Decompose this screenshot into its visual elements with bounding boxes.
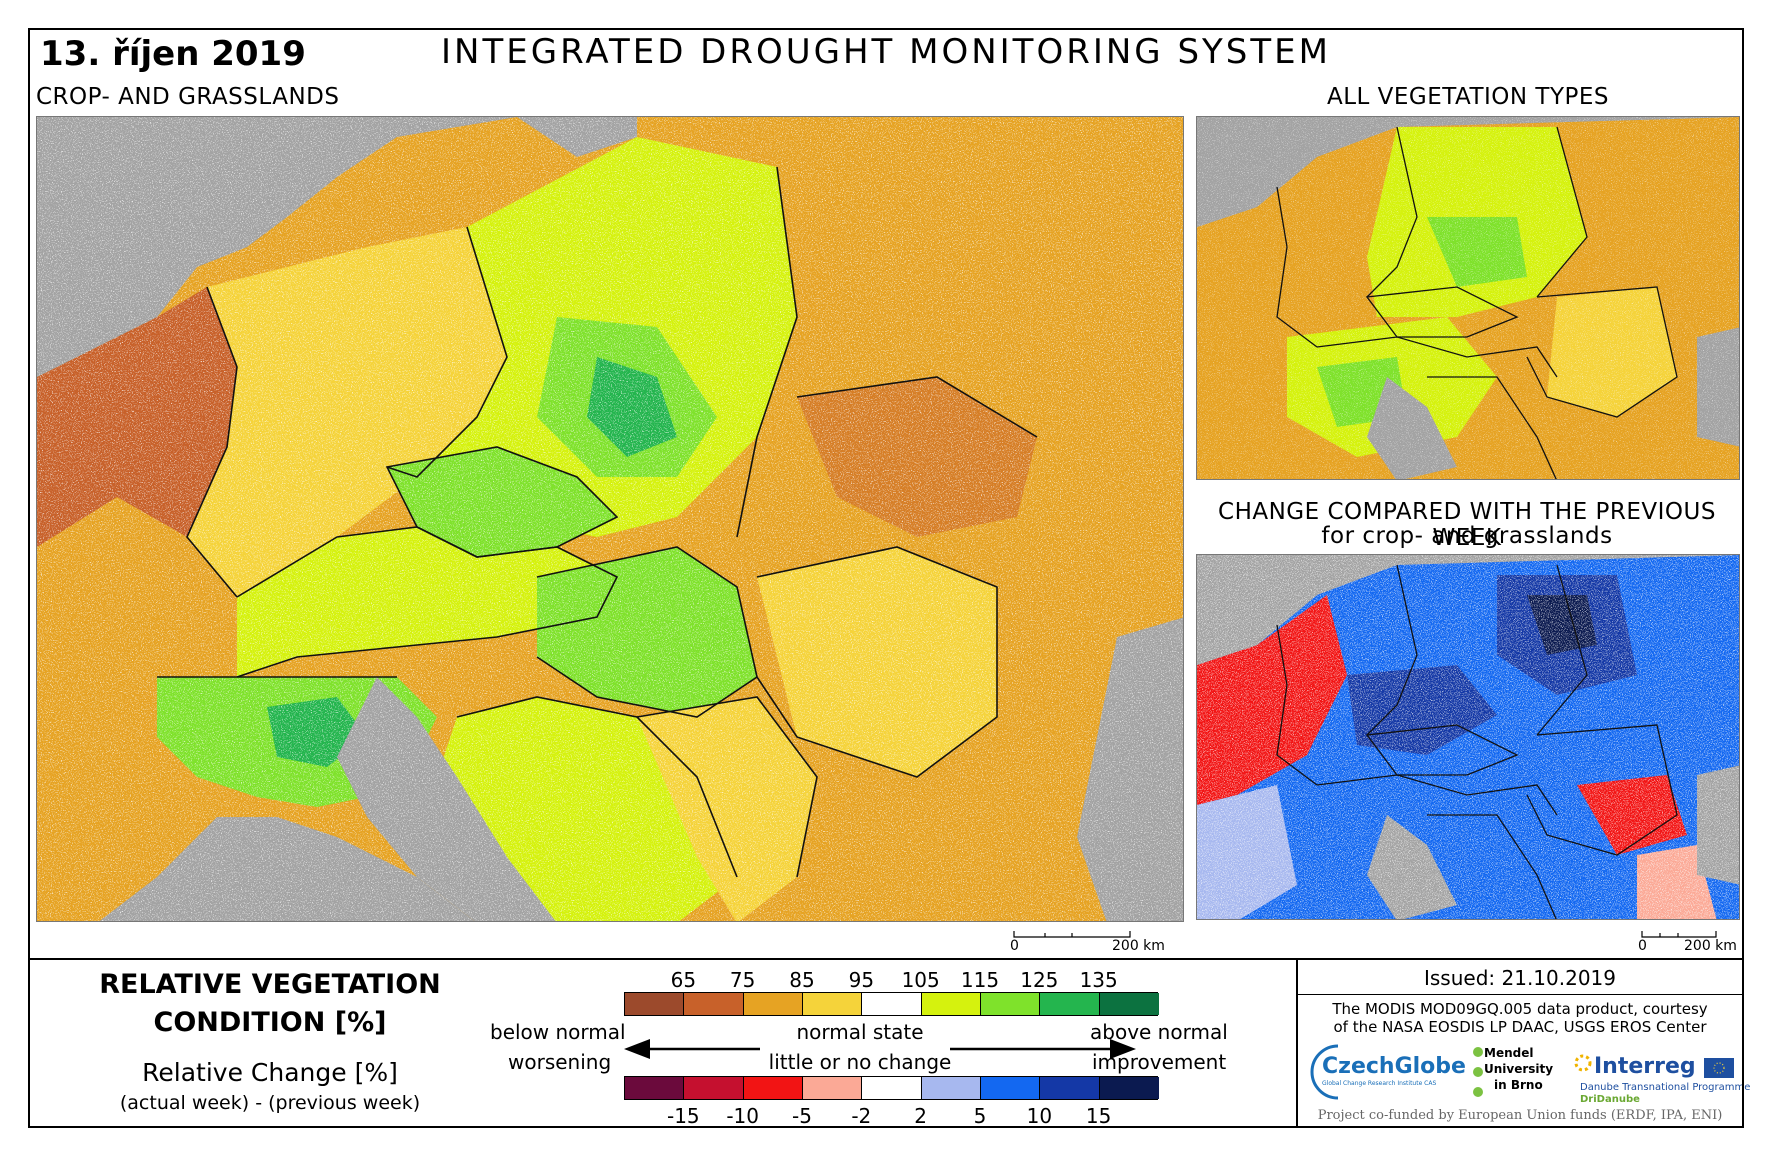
page-title: INTEGRATED DROUGHT MONITORING SYSTEM — [441, 32, 1331, 72]
legend-swatch — [684, 993, 744, 1015]
legend-tick-label: 65 — [670, 968, 697, 992]
small-scalebar-svg — [1641, 931, 1717, 938]
legend-swatch — [803, 1077, 863, 1099]
legend-tick-label: 125 — [1020, 968, 1059, 992]
legend-swatch — [625, 993, 685, 1015]
main-vegetation-map — [36, 116, 1184, 922]
legend-swatch — [803, 993, 863, 1015]
mendel-line1: Mendel — [1484, 1046, 1534, 1060]
cofunded-note: Project co-funded by European Union fund… — [1317, 1108, 1723, 1123]
legend-swatch — [862, 1077, 922, 1099]
issued-date: Issued: 21.10.2019 — [1423, 966, 1617, 990]
interreg-text: Interreg — [1594, 1054, 1696, 1079]
change-map-sublabel: for crop- and grasslands — [1321, 523, 1613, 549]
interreg-subtext: Danube Transnational Programme — [1580, 1082, 1751, 1093]
all-vegetation-map — [1196, 116, 1740, 480]
condition-colorbar — [624, 992, 1159, 1016]
legend-swatch — [743, 1077, 803, 1099]
main-scale-km: 200 km — [1112, 938, 1165, 954]
left-arrow-head — [624, 1039, 650, 1059]
change-map-svg — [1197, 555, 1739, 919]
legend-swatch — [684, 1077, 744, 1099]
legend-swatch — [1040, 1077, 1100, 1099]
worsening-label: worsening — [508, 1050, 612, 1074]
main-map-label: CROP- AND GRASSLANDS — [36, 84, 340, 110]
legend-swatch — [1099, 1077, 1159, 1099]
legend-tick-label: 95 — [848, 968, 875, 992]
small-scale-zero: 0 — [1638, 938, 1647, 954]
legend-swatch — [981, 1077, 1041, 1099]
legend-arrows — [624, 1039, 1136, 1059]
change-colorbar — [624, 1076, 1159, 1100]
right-arrow-head — [1110, 1039, 1136, 1059]
legend-title-line1: RELATIVE VEGETATION — [99, 969, 441, 1000]
relative-change-sublabel: (actual week) - (previous week) — [119, 1092, 421, 1114]
panel-divider-vertical — [1296, 960, 1298, 1126]
small-scalebar — [1638, 928, 1738, 942]
all-veg-label: ALL VEGETATION TYPES — [1326, 84, 1610, 110]
change-map — [1196, 554, 1740, 920]
change-map-label: CHANGE COMPARED WITH THE PREVIOUS WEEK — [1218, 499, 1716, 551]
dridanube-text: DriDanube — [1580, 1094, 1640, 1105]
legend-tick-label: 135 — [1079, 968, 1118, 992]
outer-frame — [28, 28, 1744, 1128]
legend-title-line2: CONDITION [%] — [153, 1007, 387, 1038]
main-scalebar-svg — [1013, 931, 1131, 938]
main-map-svg — [37, 117, 1183, 921]
legend-tick-label: 15 — [1085, 1104, 1112, 1128]
small-scale-km: 200 km — [1684, 938, 1737, 954]
below-normal-label: below normal — [490, 1020, 626, 1044]
little-change-label: little or no change — [768, 1050, 952, 1074]
credit-line2: of the NASA EOSDIS LP DAAC, USGS EROS Ce… — [1333, 1018, 1707, 1036]
credit-line1: The MODIS MOD09GQ.005 data product, cour… — [1332, 1000, 1708, 1018]
legend-tick-label: 2 — [914, 1104, 928, 1128]
mendel-line3: in Brno — [1494, 1078, 1543, 1092]
normal-state-label: normal state — [796, 1020, 924, 1044]
czechglobe-subtext: Global Change Research Institute CAS — [1322, 1080, 1437, 1087]
legend-swatch — [1099, 993, 1159, 1015]
legend-swatch — [981, 993, 1041, 1015]
eu-flag-icon — [1704, 1058, 1734, 1078]
legend-swatch — [921, 1077, 981, 1099]
legend-tick-label: 10 — [1026, 1104, 1053, 1128]
legend-tick-label: 105 — [901, 968, 940, 992]
footer-divider — [1298, 994, 1742, 995]
legend-swatch — [625, 1077, 685, 1099]
report-date: 13. říjen 2019 — [40, 34, 306, 74]
legend-swatch — [743, 993, 803, 1015]
legend-tick-label: -10 — [726, 1104, 759, 1128]
condition-tick-labels: 65 75 85 95 105 115 125 135 — [624, 968, 1158, 992]
legend-tick-label: 75 — [729, 968, 756, 992]
all-veg-map-svg — [1197, 117, 1739, 479]
above-normal-label: above normal — [1090, 1020, 1228, 1044]
mendel-dots-icon — [1473, 1047, 1483, 1097]
legend-tick-label: 5 — [973, 1104, 987, 1128]
legend-swatch — [862, 993, 922, 1015]
legend-tick-label: -5 — [792, 1104, 812, 1128]
relative-change-label: Relative Change [%] — [142, 1058, 398, 1087]
legend-swatch — [1040, 993, 1100, 1015]
czechglobe-logo — [1310, 1044, 1339, 1100]
legend-tick-label: -15 — [666, 1104, 700, 1128]
czechglobe-arc-icon — [1310, 1044, 1339, 1100]
main-scalebar — [1010, 928, 1140, 942]
legend-swatch — [921, 993, 981, 1015]
change-tick-labels: -15 -10 -5 -2 2 5 10 15 — [624, 1104, 1158, 1128]
main-scale-zero: 0 — [1010, 938, 1019, 954]
panel-divider-horizontal — [30, 958, 1742, 960]
interreg-sun-icon — [1574, 1054, 1592, 1072]
legend-tick-label: -2 — [851, 1104, 872, 1128]
czechglobe-text: CzechGlobe — [1322, 1054, 1466, 1079]
legend-tick-label: 85 — [789, 968, 815, 992]
mendel-line2: University — [1484, 1062, 1554, 1076]
legend-tick-label: 115 — [960, 968, 1000, 992]
